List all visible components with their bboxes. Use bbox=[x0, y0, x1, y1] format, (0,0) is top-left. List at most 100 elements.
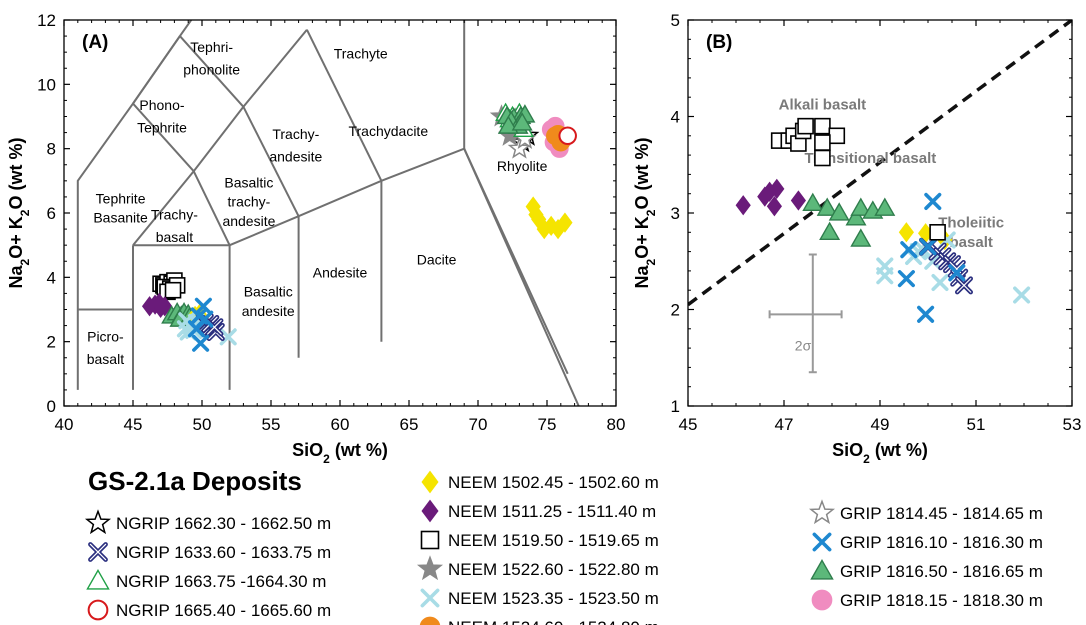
field-label: Tephrite bbox=[137, 120, 187, 136]
field-label: Phono- bbox=[139, 97, 184, 113]
field-label: Tholeiitic bbox=[938, 214, 1004, 231]
basalt-panel-b: Alkali basalt Transitional basalt Tholeiit… bbox=[632, 11, 1081, 466]
alkaline-divider-line bbox=[688, 20, 1072, 307]
legend-marker-circle-icon bbox=[87, 599, 109, 621]
field-boundary-line bbox=[463, 148, 569, 375]
data-point bbox=[735, 195, 751, 216]
data-point bbox=[850, 197, 872, 216]
data-point bbox=[194, 297, 212, 315]
field-label: Basanite bbox=[93, 210, 148, 226]
x-tick-label: 60 bbox=[331, 415, 350, 434]
legend-item: NEEM 1523.35 - 1523.50 m bbox=[420, 588, 659, 608]
data-point bbox=[948, 264, 966, 282]
data-point bbox=[790, 190, 806, 211]
field-boundary-line bbox=[192, 170, 231, 246]
y-tick-label: 4 bbox=[47, 268, 56, 287]
legend-label: GRIP 1818.15 - 1818.30 m bbox=[840, 591, 1043, 610]
data-point bbox=[828, 127, 846, 145]
y-tick-label: 3 bbox=[671, 204, 680, 223]
field-label: phonolite bbox=[183, 62, 240, 78]
legend-item: NGRIP 1633.60 - 1633.75 m bbox=[88, 542, 331, 562]
y-tick-label: 4 bbox=[671, 108, 680, 127]
field-label: basalt bbox=[87, 351, 124, 367]
field-label: Picro- bbox=[87, 329, 124, 345]
y-tick-label: 12 bbox=[37, 11, 56, 30]
data-point bbox=[1013, 286, 1031, 304]
y-tick-label: 10 bbox=[37, 75, 56, 94]
x-tick-label: 80 bbox=[607, 415, 626, 434]
x-tick-label: 75 bbox=[538, 415, 557, 434]
field-label: Tephri- bbox=[190, 39, 233, 55]
field-boundary-line bbox=[306, 29, 383, 182]
legend-title: GS-2.1a Deposits bbox=[88, 466, 302, 496]
data-point bbox=[557, 212, 573, 233]
data-point bbox=[874, 197, 896, 216]
field-boundary-line bbox=[132, 102, 195, 172]
field-label: Basaltic bbox=[244, 284, 293, 300]
x-tick-label: 51 bbox=[967, 415, 986, 434]
x-axis-label: SiO2 (wt %) bbox=[832, 440, 928, 466]
data-point bbox=[797, 117, 814, 135]
legend-marker-square-icon bbox=[420, 530, 440, 550]
legend-marker-star-icon bbox=[808, 499, 836, 525]
panel-label: (A) bbox=[82, 32, 108, 53]
legend-marker-triangle-icon bbox=[810, 559, 834, 580]
legend-item: NEEM 1524.60 - 1524.80 m bbox=[419, 616, 659, 625]
field-label: Trachy- bbox=[151, 206, 198, 222]
x-tick-label: 65 bbox=[400, 415, 419, 434]
legend-marker-x-icon bbox=[88, 542, 108, 562]
field-label: Rhyolite bbox=[497, 158, 548, 174]
field-label: Alkali basalt bbox=[779, 97, 867, 114]
x-tick-label: 49 bbox=[871, 415, 890, 434]
legend-item: NGRIP 1662.30 - 1662.50 m bbox=[84, 509, 331, 535]
legend-label: GRIP 1814.45 - 1814.65 m bbox=[840, 504, 1043, 523]
legend-item: GRIP 1814.45 - 1814.65 m bbox=[808, 499, 1043, 525]
legend-marker-diamond-icon bbox=[421, 470, 439, 494]
y-axis-label: Na2O+ K2O (wt %) bbox=[632, 138, 658, 289]
legend-marker-star-icon bbox=[416, 555, 444, 581]
field-label: trachy- bbox=[228, 194, 271, 210]
field-label: Trachy- bbox=[272, 126, 319, 142]
legend-label: NGRIP 1663.75 -1664.30 m bbox=[116, 572, 326, 591]
data-point bbox=[845, 207, 867, 226]
data-point bbox=[814, 117, 831, 135]
legend-item: GRIP 1816.10 - 1816.30 m bbox=[812, 532, 1043, 552]
legend-item: NEEM 1511.25 - 1511.40 m bbox=[421, 499, 656, 523]
legend-label: NEEM 1523.35 - 1523.50 m bbox=[448, 589, 659, 608]
legend-label: NGRIP 1665.40 - 1665.60 m bbox=[116, 601, 331, 620]
data-point bbox=[164, 281, 182, 299]
legend-item: GRIP 1816.50 - 1816.65 m bbox=[810, 559, 1043, 581]
legend-label: NEEM 1511.25 - 1511.40 m bbox=[448, 502, 656, 521]
x-tick-label: 45 bbox=[679, 415, 698, 434]
data-point bbox=[802, 192, 824, 212]
data-point bbox=[192, 334, 210, 352]
legend-label: NEEM 1519.50 - 1519.65 m bbox=[448, 531, 659, 550]
legend-item: NGRIP 1663.75 -1664.30 m bbox=[86, 569, 326, 591]
legend-label: GRIP 1816.10 - 1816.30 m bbox=[840, 533, 1043, 552]
panelA-plot-area: Tephri-phonolite Trachyte Phono- Tephrite Tr… bbox=[76, 20, 580, 406]
data-point bbox=[152, 297, 169, 319]
legend-label: GRIP 1816.50 - 1816.65 m bbox=[840, 562, 1043, 581]
x-axis-label: SiO2 (wt %) bbox=[292, 440, 388, 466]
y-tick-label: 5 bbox=[671, 11, 680, 30]
field-boundary-line bbox=[242, 106, 300, 217]
y-tick-label: 0 bbox=[47, 397, 56, 416]
legend-marker-x-icon bbox=[420, 588, 440, 608]
legend-item: NEEM 1522.60 - 1522.80 m bbox=[416, 555, 659, 581]
y-tick-label: 2 bbox=[47, 333, 56, 352]
data-point bbox=[898, 222, 914, 243]
field-label: basalt bbox=[950, 234, 993, 251]
field-boundary-line bbox=[179, 35, 245, 108]
x-tick-label: 50 bbox=[193, 415, 212, 434]
data-point bbox=[219, 328, 237, 346]
y-axis-label: Na2O+ K2O (wt %) bbox=[6, 138, 32, 289]
data-point bbox=[876, 267, 894, 285]
panel-label: (B) bbox=[706, 32, 732, 53]
legend-marker-star-icon bbox=[84, 509, 112, 535]
x-tick-label: 55 bbox=[262, 415, 281, 434]
field-boundary-line bbox=[132, 35, 181, 105]
legend-label: NEEM 1502.45 - 1502.60 m bbox=[448, 473, 659, 492]
legend-label: NGRIP 1662.30 - 1662.50 m bbox=[116, 514, 331, 533]
legend-item: NGRIP 1665.40 - 1665.60 m bbox=[87, 599, 331, 621]
